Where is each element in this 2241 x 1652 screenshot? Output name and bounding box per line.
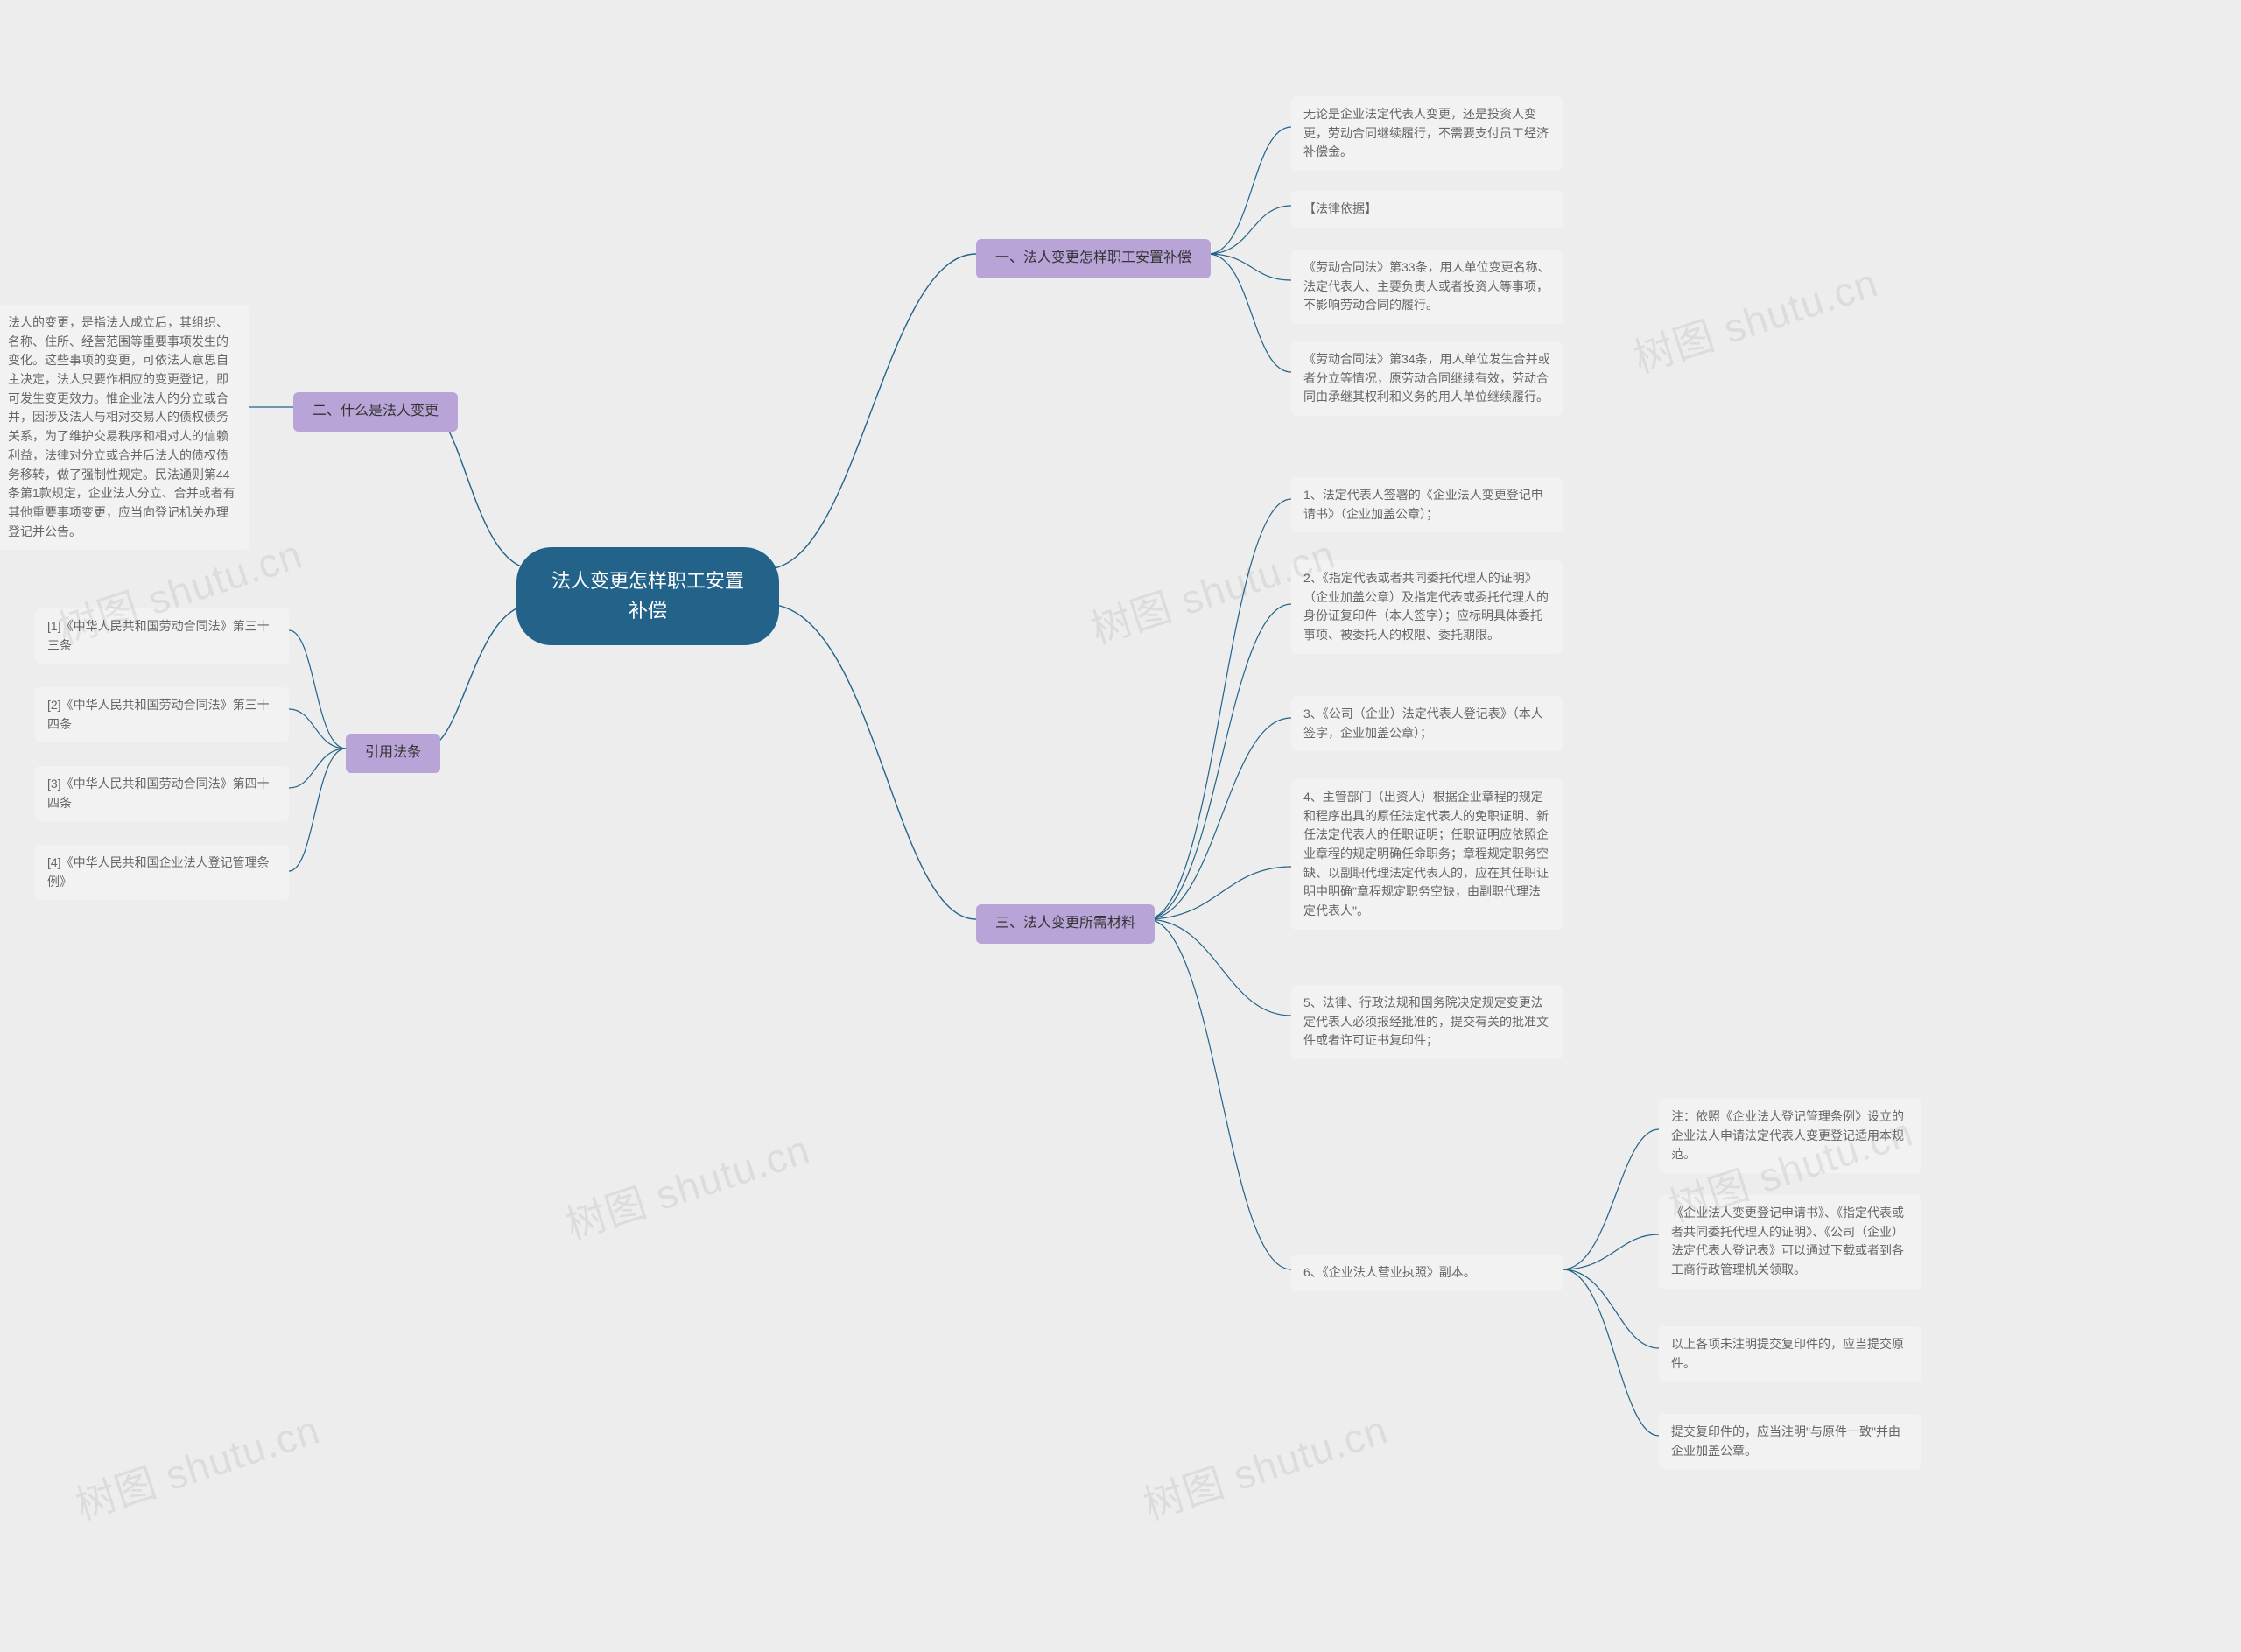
branch-4-label: 引用法条 [365,745,421,760]
branch-4-leaf-3: [4]《中华人民共和国企业法人登记管理条例》 [35,845,289,900]
branch-3-leaf-5-sub-1: 《企业法人变更登记申请书》、《指定代表或者共同委托代理人的证明》、《公司（企业）… [1659,1195,1921,1289]
leaf-text: [3]《中华人民共和国劳动合同法》第四十四条 [47,777,270,810]
branch-4[interactable]: 引用法条 [346,734,440,773]
watermark: 树图 shutu.cn [558,1118,817,1251]
branch-3-leaf-5-sub-3: 提交复印件的，应当注明"与原件一致"并由企业加盖公章。 [1659,1414,1921,1469]
branch-3-label: 三、法人变更所需材料 [995,916,1135,931]
center-label: 法人变更怎样职工安置补偿 [551,570,744,622]
leaf-text: 无论是企业法定代表人变更，还是投资人变更，劳动合同继续履行，不需要支付员工经济补… [1303,107,1549,158]
branch-1-leaf-1: 【法律依据】 [1291,191,1563,228]
leaf-text: 提交复印件的，应当注明"与原件一致"并由企业加盖公章。 [1671,1424,1900,1458]
branch-2-leaf-0: 法人的变更，是指法人成立后，其组织、名称、住所、经营范围等重要事项发生的变化。这… [0,305,249,550]
leaf-text: 2、《指定代表或者共同委托代理人的证明》（企业加盖公章）及指定代表或委托代理人的… [1303,571,1549,642]
branch-2-label: 二、什么是法人变更 [313,404,439,418]
leaf-text: 《劳动合同法》第33条，用人单位变更名称、法定代表人、主要负责人或者投资人等事项… [1303,260,1550,312]
branch-3-leaf-2: 3、《公司（企业）法定代表人登记表》（本人签字，企业加盖公章）； [1291,696,1563,751]
leaf-text: 3、《公司（企业）法定代表人登记表》（本人签字，企业加盖公章）； [1303,706,1543,740]
branch-4-leaf-2: [3]《中华人民共和国劳动合同法》第四十四条 [35,766,289,821]
watermark: 树图 shutu.cn [1626,251,1885,384]
branch-3[interactable]: 三、法人变更所需材料 [976,904,1155,944]
leaf-text: [1]《中华人民共和国劳动合同法》第三十三条 [47,619,270,652]
leaf-text: 注：依照《企业法人登记管理条例》设立的企业法人申请法定代表人变更登记适用本规范。 [1671,1109,1904,1161]
branch-1-leaf-2: 《劳动合同法》第33条，用人单位变更名称、法定代表人、主要负责人或者投资人等事项… [1291,250,1563,324]
leaf-text: 1、法定代表人签署的《企业法人变更登记申请书》（企业加盖公章）； [1303,488,1543,521]
watermark: 树图 shutu.cn [67,1398,327,1531]
leaf-text: [2]《中华人民共和国劳动合同法》第三十四条 [47,698,270,731]
branch-1-leaf-0: 无论是企业法定代表人变更，还是投资人变更，劳动合同继续履行，不需要支付员工经济补… [1291,96,1563,171]
branch-3-leaf-3: 4、主管部门（出资人）根据企业章程的规定和程序出具的原任法定代表人的免职证明、新… [1291,779,1563,930]
leaf-text: 【法律依据】 [1303,201,1377,215]
branch-3-leaf-4: 5、法律、行政法规和国务院决定规定变更法定代表人必须报经批准的，提交有关的批准文… [1291,985,1563,1059]
branch-3-leaf-0: 1、法定代表人签署的《企业法人变更登记申请书》（企业加盖公章）； [1291,477,1563,532]
branch-3-leaf-5-sub-2: 以上各项未注明提交复印件的，应当提交原件。 [1659,1326,1921,1381]
leaf-text: 法人的变更，是指法人成立后，其组织、名称、住所、经营范围等重要事项发生的变化。这… [8,315,235,538]
leaf-text: 以上各项未注明提交复印件的，应当提交原件。 [1671,1337,1904,1370]
leaf-text: [4]《中华人民共和国企业法人登记管理条例》 [47,855,270,889]
branch-3-leaf-1: 2、《指定代表或者共同委托代理人的证明》（企业加盖公章）及指定代表或委托代理人的… [1291,560,1563,654]
center-node[interactable]: 法人变更怎样职工安置补偿 [516,547,779,645]
branch-3-leaf-5-sub-0: 注：依照《企业法人登记管理条例》设立的企业法人申请法定代表人变更登记适用本规范。 [1659,1099,1921,1173]
branch-1-label: 一、法人变更怎样职工安置补偿 [995,250,1191,265]
leaf-text: 《企业法人变更登记申请书》、《指定代表或者共同委托代理人的证明》、《公司（企业）… [1671,1206,1904,1276]
branch-4-leaf-1: [2]《中华人民共和国劳动合同法》第三十四条 [35,687,289,742]
leaf-text: 6、《企业法人营业执照》副本。 [1303,1265,1476,1279]
leaf-text: 5、法律、行政法规和国务院决定规定变更法定代表人必须报经批准的，提交有关的批准文… [1303,995,1549,1047]
branch-4-leaf-0: [1]《中华人民共和国劳动合同法》第三十三条 [35,608,289,664]
watermark: 树图 shutu.cn [1135,1398,1394,1531]
branch-1-leaf-3: 《劳动合同法》第34条，用人单位发生合并或者分立等情况，原劳动合同继续有效，劳动… [1291,341,1563,416]
leaf-text: 《劳动合同法》第34条，用人单位发生合并或者分立等情况，原劳动合同继续有效，劳动… [1303,352,1550,404]
branch-1[interactable]: 一、法人变更怎样职工安置补偿 [976,239,1211,278]
branch-3-leaf-5: 6、《企业法人营业执照》副本。 [1291,1255,1563,1291]
branch-2[interactable]: 二、什么是法人变更 [293,392,458,432]
leaf-text: 4、主管部门（出资人）根据企业章程的规定和程序出具的原任法定代表人的免职证明、新… [1303,790,1549,917]
